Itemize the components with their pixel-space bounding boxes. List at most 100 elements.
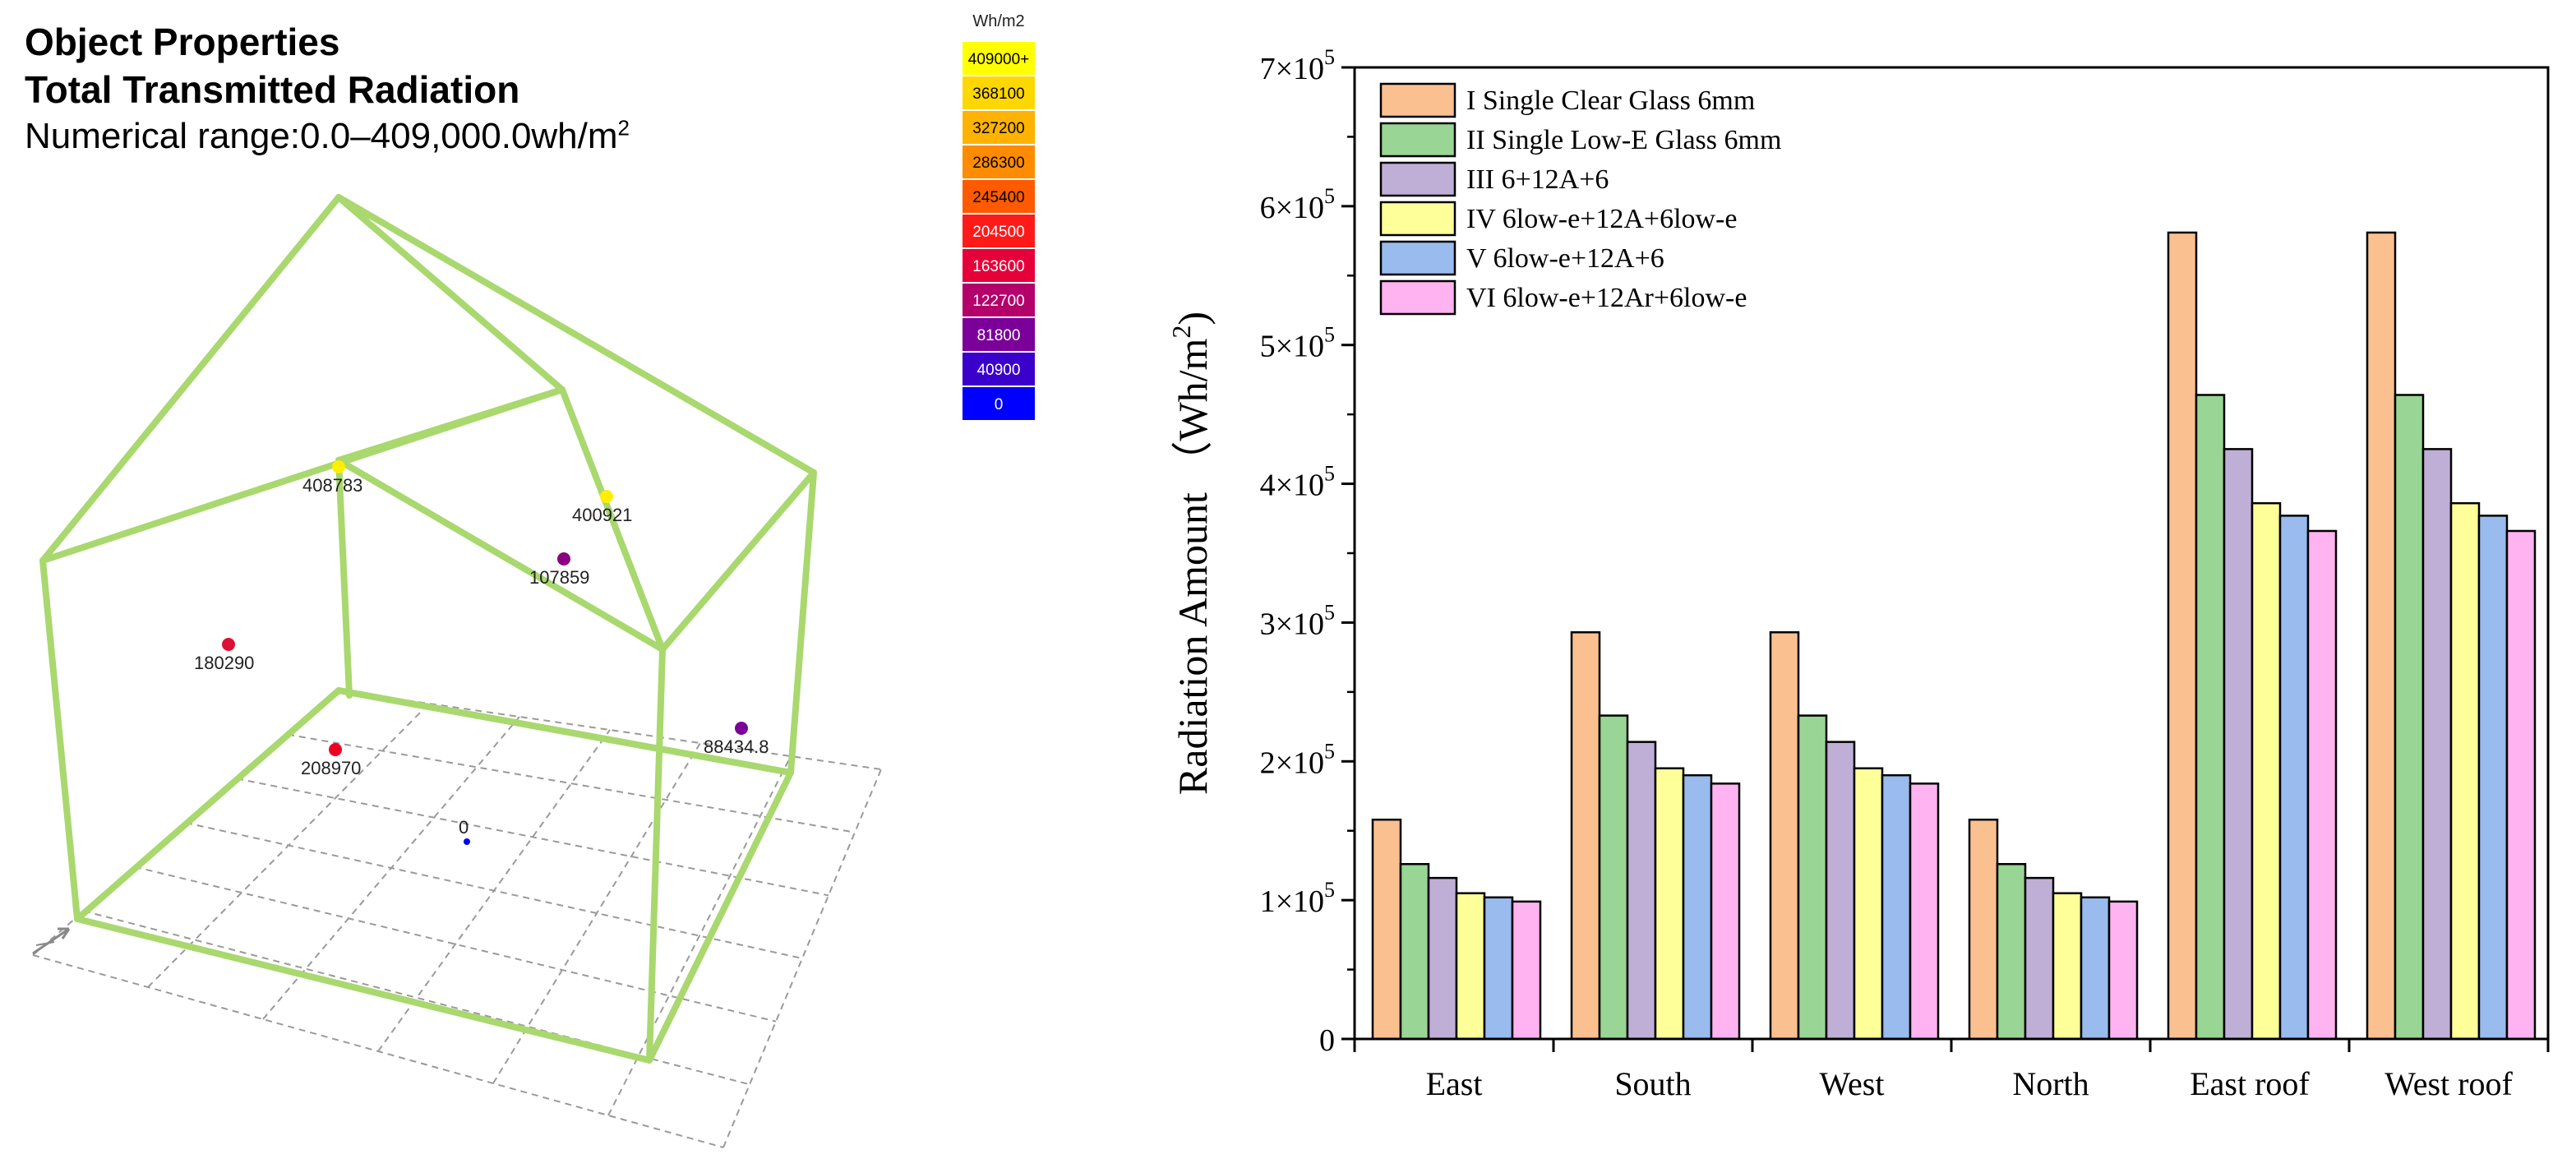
bar: [2107, 900, 2139, 1041]
legend-swatch: [1379, 161, 1457, 197]
radiation-point-marker: [735, 722, 748, 735]
bar: [2421, 448, 2453, 1041]
y-tick-base: 7×10: [1260, 52, 1324, 86]
bar: [1968, 818, 1999, 1041]
y-tick-exponent: 5: [1324, 739, 1335, 763]
wireframe-edge: [335, 687, 794, 776]
bar: [1797, 714, 1828, 1041]
bar: [1710, 783, 1741, 1041]
y-tick-label: 6×105: [1260, 184, 1335, 225]
y-tick-base: 6×10: [1260, 191, 1324, 225]
y-tick-exponent: 5: [1324, 600, 1335, 624]
wireframe-edge: [646, 646, 666, 1064]
y-tick-base: 2×10: [1260, 746, 1324, 780]
bar: [1682, 773, 1713, 1041]
bar: [2449, 501, 2481, 1041]
radiation-point-label: 408783: [302, 475, 362, 496]
numerical-range: Numerical range:0.0–409,000.0wh/m2: [25, 113, 630, 159]
scale-step-label: 81800: [977, 327, 1021, 344]
scale-swatch: [961, 144, 1036, 180]
radiation-point-label: 88434.8: [704, 736, 769, 757]
bar: [2505, 529, 2537, 1041]
legend-label: IV 6low-e+12A+6low-e: [1466, 204, 1738, 234]
wireframe-edge: [39, 194, 342, 564]
radiation-point-label: 0: [459, 817, 469, 838]
legend-swatch: [1379, 240, 1457, 276]
scale-step-label: 204500: [972, 224, 1024, 241]
y-tick-label: 4×105: [1260, 462, 1335, 503]
scale-step-label: 245400: [972, 189, 1024, 206]
radiation-point-marker: [600, 490, 613, 503]
object-properties-header: Object Properties Total Transmitted Radi…: [25, 18, 630, 159]
y-tick-label: 3×105: [1260, 600, 1335, 641]
y-axis-title-text: Radiation Amount （Wh/m: [1170, 338, 1216, 795]
grid-line: [492, 742, 701, 1084]
building-wireframe: [39, 194, 817, 1064]
bar: [1427, 876, 1458, 1041]
y-tick-label: 1×105: [1260, 878, 1335, 919]
bar: [1483, 896, 1514, 1041]
legend-label: III 6+12A+6: [1466, 164, 1609, 195]
bar: [1626, 741, 1657, 1041]
y-axis-title-close: ): [1170, 312, 1216, 325]
legend-label: I Single Clear Glass 6mm: [1466, 85, 1755, 116]
scale-swatch: [961, 178, 1036, 215]
chart-legend: I Single Clear Glass 6mm II Single Low-E …: [1379, 82, 1781, 316]
radiation-point-marker: [329, 743, 342, 756]
scale-step-label: 368100: [972, 85, 1024, 103]
scale-swatch: [961, 247, 1036, 284]
scale-swatch: [961, 109, 1036, 145]
x-tick-label: West: [1820, 1065, 1885, 1102]
wireframe-edge: [787, 469, 817, 776]
scale-swatch: [961, 316, 1036, 353]
bar: [1399, 862, 1430, 1041]
y-tick-label: 7×105: [1260, 45, 1335, 86]
x-tick-labels: East South West North East roof West roof: [1426, 1065, 2514, 1102]
wireframe-edge: [335, 457, 353, 699]
numerical-range-sup: 2: [617, 115, 630, 141]
y-tick-base: 3×10: [1260, 607, 1324, 641]
bar: [2394, 394, 2425, 1041]
grid-line: [236, 778, 829, 897]
radiation-point-label: 400921: [572, 505, 632, 525]
wireframe-edge: [659, 469, 817, 653]
grid-line: [377, 729, 611, 1052]
legend-swatch: [1379, 122, 1457, 158]
bar: [1881, 773, 1912, 1041]
scale-swatch: [961, 282, 1036, 318]
y-tick-exponent: 5: [1324, 184, 1335, 208]
bar: [2052, 892, 2083, 1041]
scale-step-label: 0: [995, 396, 1004, 413]
x-tick-label: East: [1426, 1065, 1483, 1102]
y-axis-label: Radiation Amount （Wh/m2): [1166, 312, 1216, 795]
bar: [1371, 818, 1402, 1041]
bar: [1996, 862, 2027, 1041]
x-tick-label: East roof: [2190, 1065, 2310, 1102]
scale-swatch: [961, 213, 1036, 249]
bar: [1825, 741, 1856, 1041]
bar: [2477, 515, 2509, 1041]
bar: [2024, 876, 2055, 1041]
bar: [1598, 714, 1629, 1041]
scale-step-label: 122700: [972, 293, 1024, 310]
ground-grid: [32, 690, 882, 1148]
radiation-point-marker: [332, 460, 345, 473]
axis-arrow-icon: [32, 927, 71, 955]
chart-axes: [1341, 66, 2550, 1052]
legend-label: V 6low-e+12A+6: [1466, 243, 1664, 274]
y-tick-base: 5×10: [1260, 330, 1324, 364]
y-axis-title-sup: 2: [1166, 325, 1196, 339]
wireframe-edge: [335, 194, 566, 393]
y-axis-title: Radiation Amount （Wh/m2): [1166, 312, 1216, 795]
y-tick-exponent: 5: [1324, 878, 1335, 902]
scale-step-label: 286300: [972, 155, 1024, 172]
radiation-point-label: 180290: [194, 653, 254, 673]
wireframe-edge: [335, 457, 666, 653]
bar: [2167, 231, 2198, 1041]
scale-swatch: [961, 40, 1036, 76]
wireframe-edge: [335, 194, 817, 476]
bar: [2278, 515, 2310, 1041]
bar: [1654, 767, 1685, 1041]
